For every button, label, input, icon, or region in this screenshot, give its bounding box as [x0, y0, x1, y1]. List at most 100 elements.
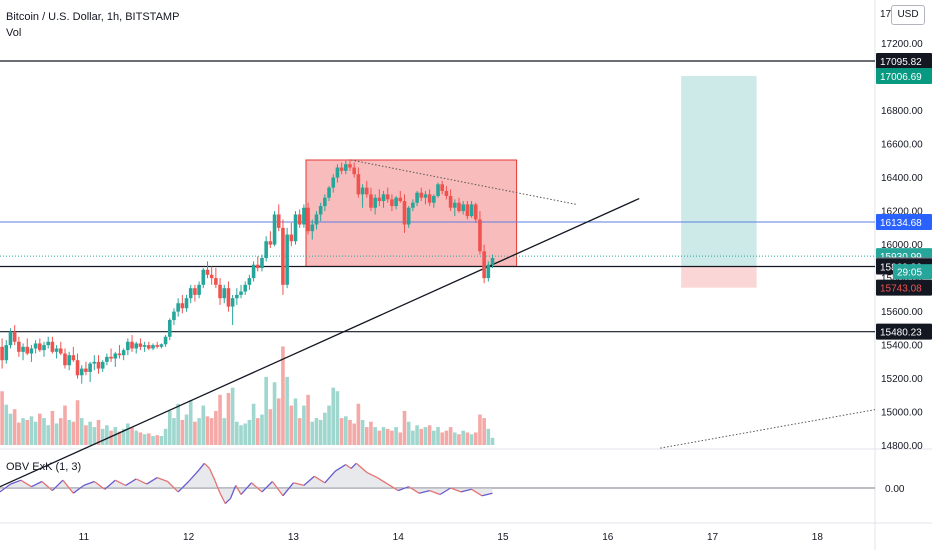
candle-body	[268, 241, 273, 245]
volume-bar	[29, 416, 34, 445]
volume-bar	[285, 376, 289, 445]
candle-body	[377, 197, 382, 202]
candle-body	[302, 207, 306, 225]
obv-segment	[20, 479, 32, 488]
volume-bar	[310, 421, 315, 445]
volume-bar	[264, 376, 268, 445]
candle-body	[272, 214, 277, 245]
volume-bar	[289, 405, 294, 445]
candle-body	[373, 197, 377, 208]
candle-body	[385, 194, 390, 200]
candle-body	[79, 368, 84, 376]
obv-segment	[224, 497, 231, 505]
obv-segment	[31, 480, 43, 488]
obv-segment	[93, 480, 106, 490]
currency-button[interactable]: USD	[891, 5, 925, 25]
drawing-lines	[0, 60, 876, 488]
price-axis[interactable]: 14800.00 15000.00 15200.00 15400.00 15600.00…	[876, 39, 932, 452]
candle-body	[390, 199, 394, 207]
candle-body	[130, 341, 134, 349]
obv-segment	[83, 480, 95, 487]
candle-body	[12, 331, 17, 342]
obv-segment	[397, 486, 409, 492]
volume-bar	[251, 403, 256, 445]
volume-bar	[0, 391, 4, 445]
price-label-bg	[876, 214, 932, 231]
candle-body	[398, 197, 403, 202]
volume-bar	[344, 416, 348, 445]
candle-body	[17, 341, 21, 352]
volume-bar	[201, 405, 206, 445]
candle-body	[63, 353, 67, 366]
price-tick-label: 14800.00	[881, 441, 923, 452]
candle-body	[121, 350, 126, 356]
volume-bar	[352, 423, 356, 445]
obv-segment	[203, 462, 211, 469]
obv-segment	[188, 469, 200, 482]
volume-bar	[67, 419, 71, 445]
price-label-bg	[876, 279, 932, 296]
candle-body	[100, 361, 105, 369]
volume-bar	[432, 430, 436, 445]
time-tick-label: 17	[707, 532, 719, 543]
volume-bar	[38, 413, 42, 445]
time-axis[interactable]: 11 12 13 14 15 16 17 18	[79, 532, 824, 543]
volume-bar	[4, 404, 9, 445]
candle-body	[117, 353, 122, 356]
candle-body	[214, 278, 218, 285]
volume-bar	[176, 403, 180, 445]
volume-bar	[314, 418, 319, 445]
candle-body	[167, 319, 172, 337]
candle-body	[71, 355, 76, 361]
candle-body	[226, 288, 231, 307]
candle-body	[478, 219, 482, 252]
candle-body	[109, 356, 113, 359]
volume-bar	[486, 428, 491, 445]
volume-bar	[260, 414, 264, 445]
candle-body	[406, 207, 411, 225]
volume-bar	[364, 427, 369, 445]
price-tick-label: 15000.00	[881, 408, 923, 419]
candle-body	[461, 204, 465, 212]
volume-bar	[197, 418, 201, 445]
price-tick-label: 16200.00	[881, 207, 923, 218]
obv-segment	[303, 475, 315, 486]
volume-bar	[222, 418, 227, 445]
obv-segment	[240, 482, 252, 495]
position-stop-zone	[681, 266, 757, 288]
candle-body	[432, 196, 436, 203]
obv-segment	[114, 479, 127, 486]
volume-bar	[427, 425, 432, 445]
obv-segment	[334, 464, 347, 472]
volume-bar	[46, 425, 51, 445]
volume-bar	[360, 419, 365, 445]
drawing-zones	[305, 75, 757, 288]
obv-segment	[366, 471, 378, 479]
volume-bar	[142, 434, 147, 445]
obv-segment	[261, 481, 273, 493]
candle-body	[193, 288, 197, 295]
candle-body	[29, 348, 34, 354]
candle-body	[264, 241, 268, 259]
volume-bar	[377, 430, 382, 445]
candle-body	[184, 298, 189, 309]
candle-body	[151, 345, 155, 349]
candle-body	[335, 167, 340, 178]
volume-bar	[385, 428, 390, 445]
candle-body	[230, 298, 235, 307]
volume-bar	[63, 405, 67, 445]
volume-bar	[12, 409, 17, 445]
candle-body	[33, 343, 38, 349]
candle-body	[92, 361, 97, 364]
volume-bars	[0, 346, 495, 445]
candle-body	[314, 214, 319, 225]
obv-segment	[350, 462, 357, 469]
volume-bar	[167, 410, 172, 445]
volume-bar	[138, 432, 143, 445]
candle-body	[218, 284, 222, 299]
volume-bar	[461, 430, 465, 445]
obv-segment	[156, 476, 168, 483]
obv-segment	[271, 481, 284, 497]
candle-body	[260, 258, 264, 269]
